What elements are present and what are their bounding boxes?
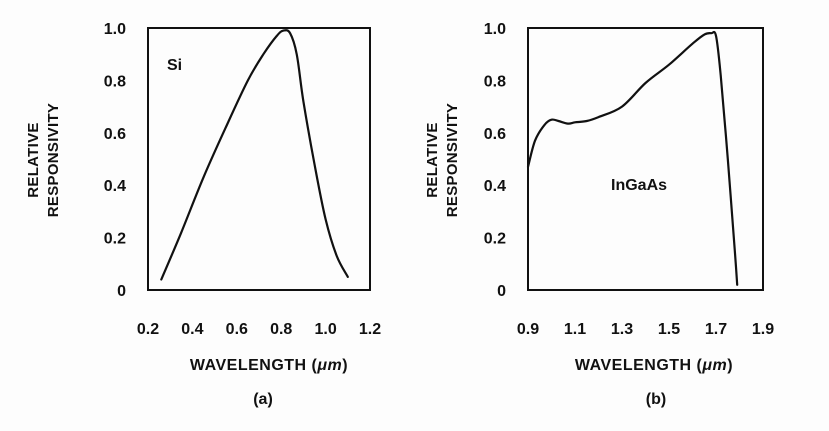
y-tick-label: 0.2 [484, 231, 506, 248]
x-tick-label: 1.5 [658, 321, 680, 338]
x-tick-label: 1.7 [705, 321, 727, 338]
x-tick-label: 1.9 [752, 321, 774, 338]
panel-caption: (a) [253, 391, 273, 408]
y-tick-label: 0 [117, 283, 126, 300]
y-tick-label: 0.6 [484, 126, 506, 143]
chart-panel-b: 0 0.2 0.4 0.6 0.8 1.0 0.9 1.1 1.3 1.5 1.7 1.9 RELATI… [424, 21, 774, 408]
series-label: InGaAs [611, 177, 667, 194]
plot-frame-a [147, 27, 371, 291]
y-tick-label: 0 [497, 283, 506, 300]
y-tick-label: 0.8 [104, 73, 126, 90]
x-tick-label: 1.2 [359, 321, 381, 338]
x-tick-label: 0.2 [137, 321, 159, 338]
y-tick-label: 0.4 [484, 178, 506, 195]
chart-panel-a: 0 0.2 0.4 0.6 0.8 1.0 0.2 0.4 0.6 0.8 1.0 1.2 RELATI… [25, 21, 381, 408]
x-tick-label: 1.0 [314, 321, 336, 338]
x-tick-label: 1.3 [611, 321, 633, 338]
y-tick-label: 1.0 [484, 21, 506, 38]
y-tick-label: 0.6 [104, 126, 126, 143]
x-axis-label: WAVELENGTH (μm) [575, 357, 733, 374]
y-tick-label: 0.2 [104, 231, 126, 248]
panel-caption: (b) [646, 391, 666, 408]
series-line-a-0 [160, 29, 349, 281]
x-tick-label: 1.1 [564, 321, 586, 338]
series-line-b-0 [526, 30, 739, 286]
y-axis-label-line1: RELATIVE [25, 122, 42, 197]
y-axis-label-line2: RESPONSIVITY [444, 103, 461, 217]
y-axis-label-line1: RELATIVE [424, 122, 441, 197]
plot-frame-b [527, 27, 764, 291]
y-axis-label-line2: RESPONSIVITY [45, 103, 62, 217]
x-tick-label: 0.6 [226, 321, 248, 338]
y-tick-label: 0.8 [484, 73, 506, 90]
x-tick-label: 0.8 [270, 321, 292, 338]
x-axis-label: WAVELENGTH (μm) [190, 357, 348, 374]
y-tick-label: 1.0 [104, 21, 126, 38]
y-tick-label: 0.4 [104, 178, 126, 195]
x-tick-label: 0.9 [517, 321, 539, 338]
x-tick-label: 0.4 [181, 321, 203, 338]
series-label: Si [167, 57, 182, 74]
